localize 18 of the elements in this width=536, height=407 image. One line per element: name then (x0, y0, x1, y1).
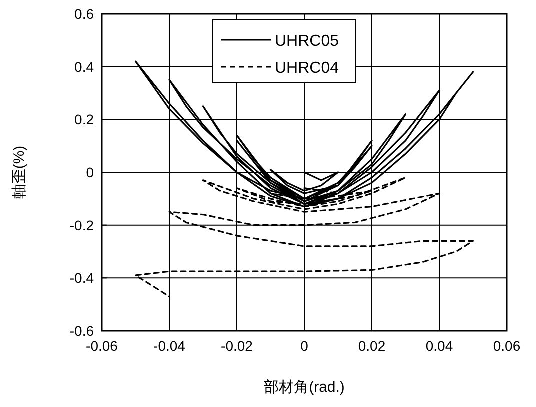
y-tick-label: -0.4 (70, 270, 94, 286)
x-tick-label: -0.02 (221, 338, 254, 354)
x-axis-title: 部材角(rad.) (264, 379, 345, 396)
x-tick-label: -0.04 (154, 338, 186, 354)
y-tick-label: -0.6 (70, 323, 94, 339)
y-tick-label: 0.2 (74, 112, 94, 128)
y-tick-label: 0.4 (74, 58, 94, 75)
x-tick-label: 0.06 (493, 338, 521, 354)
legend-label: UHRC05 (275, 33, 340, 50)
y-tick-label: 0 (86, 164, 94, 180)
x-tick-label: 0.04 (426, 338, 454, 354)
y-tick-label: -0.2 (70, 217, 94, 234)
legend-label: UHRC04 (275, 60, 340, 77)
x-tick-label: 0.02 (358, 338, 386, 354)
x-tick-label: -0.06 (86, 338, 118, 354)
y-axis-title: 軸歪(%) (11, 146, 28, 200)
y-tick-label: 0.6 (74, 6, 94, 22)
x-tick-label: 0 (300, 338, 309, 354)
